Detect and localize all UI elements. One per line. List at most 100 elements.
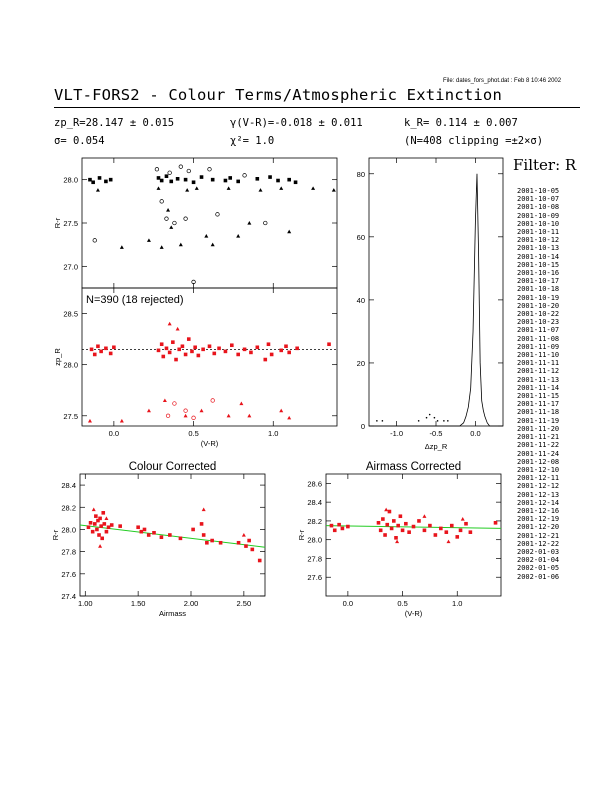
date-item: 2001-12-22 xyxy=(517,539,560,548)
flagged-point xyxy=(384,507,389,512)
data-point xyxy=(218,540,223,545)
data-point xyxy=(106,525,111,530)
chart-title: Colour Corrected xyxy=(129,461,217,473)
x-axis-label: Airmass xyxy=(159,609,186,618)
flagged-point xyxy=(331,188,336,192)
x-axis-label: Δzp_R xyxy=(425,442,448,451)
data-point xyxy=(263,357,268,362)
flagged-point xyxy=(279,186,284,190)
date-item: 2001-10-20 xyxy=(517,301,560,310)
flagged-point xyxy=(162,398,167,403)
data-point xyxy=(152,530,156,535)
date-item: 2001-11-13 xyxy=(517,375,560,384)
y-tick-label: 28.0 xyxy=(61,525,76,534)
rejected-point xyxy=(178,164,183,169)
data-point xyxy=(383,533,387,537)
colour-corrected-frame xyxy=(79,473,266,597)
data-point xyxy=(266,342,271,347)
flagged-point xyxy=(183,413,188,418)
data-point xyxy=(178,536,183,541)
data-point xyxy=(389,526,394,531)
flagged-point xyxy=(247,221,252,225)
chart-title: Airmass Corrected xyxy=(366,461,461,473)
y-tick-label: 28.0 xyxy=(63,176,78,185)
rejected-point xyxy=(183,408,188,413)
date-item: 2001-10-19 xyxy=(517,293,560,302)
data-point xyxy=(433,533,438,537)
rejected-point xyxy=(215,212,220,217)
data-point xyxy=(381,517,385,521)
data-point xyxy=(196,353,201,358)
x-tick-label: 1.0 xyxy=(452,599,462,608)
data-point xyxy=(387,509,392,514)
data-point xyxy=(247,538,251,543)
histogram-outlier-point xyxy=(425,416,428,419)
y-tick-label: 40 xyxy=(357,296,365,305)
data-point xyxy=(93,522,97,526)
data-point xyxy=(94,514,98,518)
rejected-point xyxy=(159,199,164,204)
stat-zeropoint: zp_R=28.147 ± 0.015 xyxy=(54,117,175,129)
rejected-point xyxy=(263,220,268,226)
histogram-outlier-point xyxy=(417,420,420,422)
data-point xyxy=(99,524,103,528)
data-point xyxy=(164,174,169,178)
data-point xyxy=(236,179,240,184)
date-item: 2001-10-17 xyxy=(517,277,560,286)
histogram-outlier-point xyxy=(443,420,445,422)
flagged-point xyxy=(287,229,292,234)
data-point xyxy=(92,352,97,357)
histogram-outlier-point xyxy=(381,420,384,422)
date-item: 2001-10-12 xyxy=(517,236,560,245)
stat-clipping: (N=408 clipping =±2×σ) xyxy=(404,135,544,147)
data-point xyxy=(327,342,331,347)
data-point xyxy=(118,524,122,528)
date-item: 2001-10-08 xyxy=(517,203,560,212)
data-point xyxy=(223,178,228,183)
data-point xyxy=(109,523,114,527)
y-tick-label: 28.4 xyxy=(61,481,76,490)
flagged-point xyxy=(98,544,103,548)
date-item: 2001-11-10 xyxy=(517,351,560,360)
data-point xyxy=(201,533,206,537)
date-item: 2001-11-15 xyxy=(517,392,560,401)
data-point xyxy=(242,347,247,352)
flagged-point xyxy=(422,514,427,518)
flagged-point xyxy=(287,415,292,420)
date-item: 2001-11-24 xyxy=(517,449,560,458)
date-item: 2001-10-15 xyxy=(517,260,560,269)
rejected-point xyxy=(172,220,177,226)
flagged-point xyxy=(210,242,215,247)
data-point xyxy=(228,176,233,180)
data-point xyxy=(88,521,93,525)
data-point xyxy=(210,538,214,543)
flagged-point xyxy=(204,234,209,238)
date-item: 2001-11-11 xyxy=(517,359,560,368)
flagged-point xyxy=(119,418,124,423)
y-tick-label: 0 xyxy=(361,422,365,431)
y-tick-label: 28.0 xyxy=(307,536,322,545)
x-tick-label: 1.0 xyxy=(268,429,278,438)
date-item: 2001-10-14 xyxy=(517,252,560,261)
rejected-point xyxy=(183,216,188,221)
date-item: 2001-11-14 xyxy=(517,383,560,392)
zp-vs-color-frame xyxy=(81,287,338,427)
rejected-point xyxy=(210,398,215,403)
data-point xyxy=(183,352,188,357)
data-point xyxy=(422,528,427,533)
data-point xyxy=(104,529,109,534)
data-point xyxy=(394,536,398,540)
data-point xyxy=(279,348,284,353)
date-item: 2001-12-20 xyxy=(517,523,560,532)
data-point xyxy=(100,536,104,541)
flagged-point xyxy=(199,408,204,413)
data-point xyxy=(90,529,95,534)
date-item: 2002-01-05 xyxy=(517,564,560,573)
date-item: 2001-11-22 xyxy=(517,441,560,450)
date-item: 2001-12-19 xyxy=(517,515,560,524)
data-point xyxy=(455,535,460,539)
flagged-point xyxy=(175,326,180,331)
data-point xyxy=(284,344,288,349)
x-tick-label: 0.5 xyxy=(188,429,198,438)
data-point xyxy=(97,533,101,537)
